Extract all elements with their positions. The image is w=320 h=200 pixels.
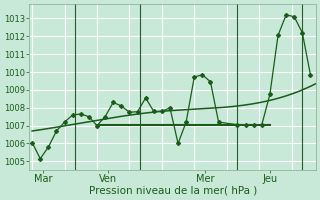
X-axis label: Pression niveau de la mer( hPa ): Pression niveau de la mer( hPa ) xyxy=(89,186,257,196)
